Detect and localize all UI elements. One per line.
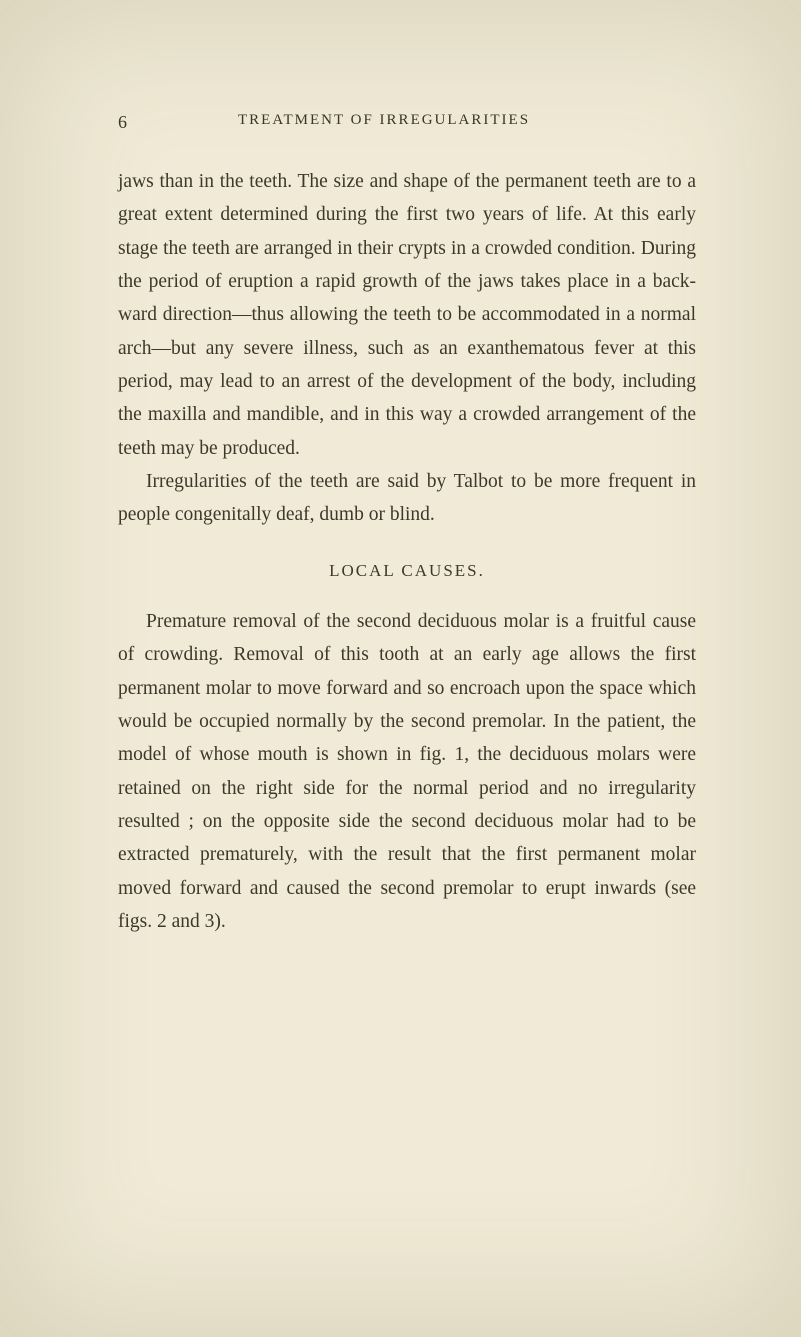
paragraph-3: Premature removal of the second deciduou… — [118, 605, 696, 938]
paragraph-1: jaws than in the teeth. The size and sha… — [118, 165, 696, 465]
paragraph-3-lead: Premature removal of the second deciduou… — [146, 611, 549, 632]
paragraph-2: Irregularities of the teeth are said by … — [118, 465, 696, 532]
page-number: 6 — [118, 112, 128, 133]
paragraph-3-rest: is a fruitful cause of crowding. Removal… — [118, 611, 696, 932]
body-text: jaws than in the teeth. The size and sha… — [118, 165, 696, 938]
page-header: 6 TREATMENT OF IRREGULARITIES — [118, 112, 696, 133]
section-heading: LOCAL CAUSES. — [118, 556, 696, 585]
running-title: TREATMENT OF IRREGULARITIES — [238, 112, 530, 133]
page-container: 6 TREATMENT OF IRREGULARITIES jaws than … — [0, 0, 801, 1028]
